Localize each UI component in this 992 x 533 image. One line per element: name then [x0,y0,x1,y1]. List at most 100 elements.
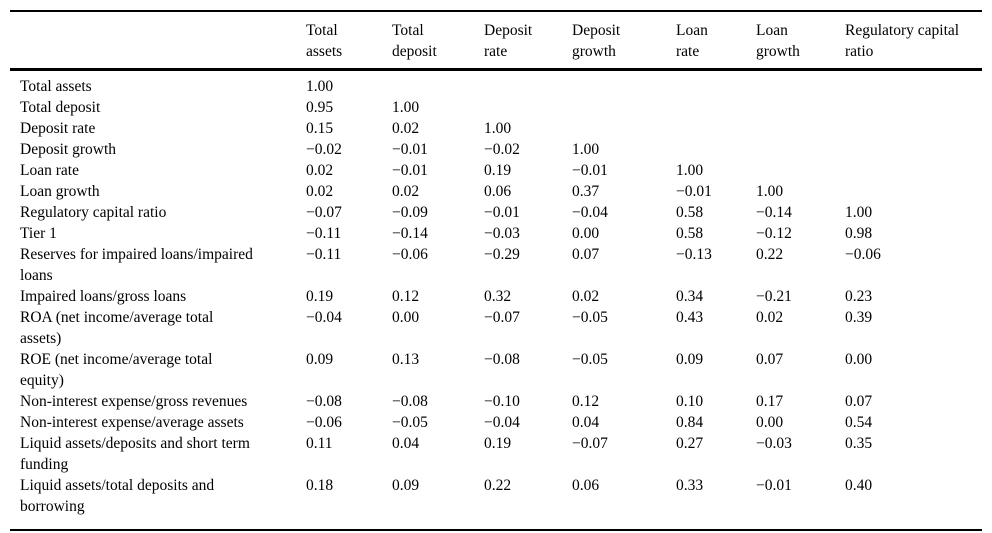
cell-value [845,118,982,139]
column-header: Deposit rate [484,22,533,60]
cell-value [676,70,756,98]
cell-value: 0.34 [676,288,704,305]
cell-value: −0.07 [572,435,608,452]
row-label: ROA (net income/average total assets) [20,309,214,347]
cell-value [845,70,982,98]
cell-value [756,139,845,160]
cell-value: −0.04 [484,414,520,431]
cell-value: −0.08 [306,393,342,410]
cell-value: 0.00 [392,309,420,326]
row-label: Loan rate [20,162,79,179]
row-label: Liquid assets/deposits and short term fu… [20,435,250,473]
table-row: Deposit rate 0.15 0.02 1.00 [10,118,982,139]
header-row: Total assets Total deposit Deposit rate Dep… [10,11,982,70]
cell-value: 0.07 [572,246,600,263]
cell-value: 0.12 [392,288,420,305]
table-row: Loan growth 0.02 0.02 0.06 0.37 −0.01 1.00 [10,181,982,202]
row-label: Liquid assets/total deposits and borrowi… [20,477,215,515]
cell-value: 1.00 [756,183,784,200]
row-label: Impaired loans/gross loans [20,288,187,305]
cell-value [572,97,676,118]
row-label: Deposit rate [20,120,96,137]
cell-value: 0.19 [484,162,512,179]
cell-value: 0.58 [676,204,704,221]
cell-value: −0.01 [572,162,608,179]
column-header: Regulatory capital ratio [845,22,960,60]
cell-value: 0.33 [676,477,704,494]
cell-value: −0.08 [484,351,520,368]
cell-value: −0.29 [484,246,520,263]
table-row: Total assets 1.00 [10,70,982,98]
cell-value: 0.22 [756,246,784,263]
paper-table-container: Total assets Total deposit Deposit rate Dep… [10,10,982,531]
cell-value: −0.02 [484,141,520,158]
cell-value: 0.00 [572,225,600,242]
cell-value: 0.07 [845,393,873,410]
correlation-table: Total assets Total deposit Deposit rate Dep… [10,10,982,531]
row-label: ROE (net income/average total equity) [20,351,213,389]
cell-value: 0.13 [392,351,420,368]
cell-value: −0.11 [306,246,342,263]
row-label: Total deposit [20,99,101,116]
row-label: Non-interest expense/gross revenues [20,393,248,410]
cell-value: 0.58 [676,225,704,242]
cell-value: 0.09 [676,351,704,368]
table-row: Impaired loans/gross loans 0.19 0.12 0.32 0.… [10,286,982,307]
cell-value: 0.40 [845,477,873,494]
cell-value: −0.02 [306,141,342,158]
table-row: Liquid assets/total deposits and borrowi… [10,475,982,530]
table-row: Regulatory capital ratio −0.07 −0.09 −0.01 −… [10,202,982,223]
cell-value: 0.09 [306,351,334,368]
cell-value: −0.04 [306,309,342,326]
row-label: Loan growth [20,183,100,200]
cell-value: −0.03 [484,225,520,242]
cell-value: −0.13 [676,246,712,263]
cell-value: 0.04 [392,435,420,452]
cell-value: −0.04 [572,204,608,221]
cell-value: 0.15 [306,120,334,137]
cell-value [756,118,845,139]
cell-value: 0.12 [572,393,600,410]
cell-value: −0.01 [484,204,520,221]
cell-value: 0.22 [484,477,512,494]
cell-value [484,97,572,118]
cell-value: 0.07 [756,351,784,368]
cell-value: −0.01 [392,141,428,158]
table-header: Total assets Total deposit Deposit rate Dep… [10,11,982,70]
row-label: Deposit growth [20,141,117,158]
cell-value [676,97,756,118]
cell-value: 0.39 [845,309,873,326]
cell-value: 0.43 [676,309,704,326]
cell-value: 1.00 [676,162,704,179]
cell-value: −0.14 [756,204,792,221]
cell-value: 0.11 [306,435,333,452]
cell-value [392,70,484,98]
column-header: Deposit growth [572,22,621,60]
table-row: Deposit growth −0.02 −0.01 −0.02 1.00 [10,139,982,160]
cell-value: 0.00 [756,414,784,431]
cell-value: 0.17 [756,393,784,410]
cell-value: −0.12 [756,225,792,242]
cell-value: −0.05 [572,309,608,326]
table-row: ROA (net income/average total assets) −0.… [10,307,982,349]
cell-value: −0.06 [306,414,342,431]
cell-value: 0.02 [572,288,600,305]
cell-value: 0.02 [306,162,334,179]
cell-value: 0.37 [572,183,600,200]
cell-value: 0.32 [484,288,512,305]
table-row: Loan rate 0.02 −0.01 0.19 −0.01 1.00 [10,160,982,181]
cell-value: −0.14 [392,225,428,242]
column-header: Total assets [306,22,343,60]
cell-value: 0.18 [306,477,334,494]
cell-value [756,70,845,98]
cell-value: −0.01 [756,477,792,494]
table-row: Reserves for impaired loans/impaired loa… [10,244,982,286]
cell-value [845,160,982,181]
cell-value [484,70,572,98]
cell-value: 1.00 [845,204,873,221]
cell-value: 0.10 [676,393,704,410]
cell-value: 0.04 [572,414,600,431]
table-row: Non-interest expense/average assets −0.06… [10,412,982,433]
cell-value: 0.19 [306,288,334,305]
cell-value: −0.07 [306,204,342,221]
